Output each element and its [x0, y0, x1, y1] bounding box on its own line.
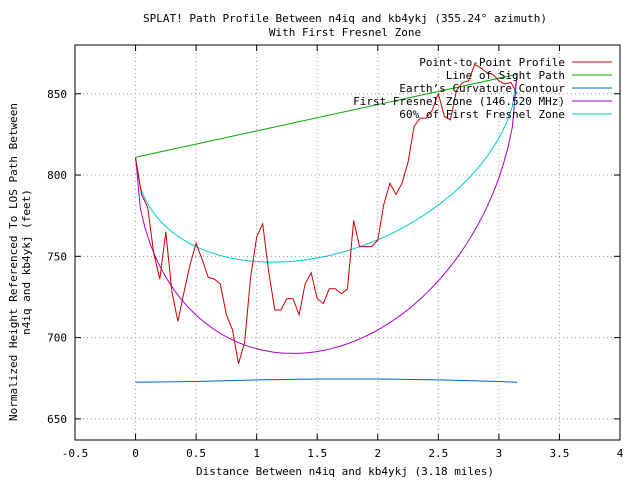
x-tick-label: 2.5: [428, 447, 448, 460]
legend-label: Point-to-Point Profile: [419, 56, 565, 69]
series-line-4: [135, 74, 518, 263]
y-tick-label: 650: [47, 413, 67, 426]
plot-frame: [74, 44, 621, 441]
x-tick-label: 1: [253, 447, 260, 460]
chart-subtitle: With First Fresnel Zone: [269, 26, 421, 39]
x-tick-label: 3: [496, 447, 503, 460]
legend-label: Earth’s Curvature Contour: [399, 82, 565, 95]
x-tick-label: -0.5: [62, 447, 89, 460]
grid: [75, 45, 620, 440]
x-tick-label: 1.5: [307, 447, 327, 460]
x-tick-label: 4: [617, 447, 624, 460]
x-tick-label: 3.5: [550, 447, 570, 460]
series-line-3: [135, 74, 518, 354]
series-line-1: [135, 73, 518, 158]
y-axis-label-line-1: Normalized Height Referenced To LOS Path…: [7, 103, 20, 421]
x-tick-label: 0.5: [186, 447, 206, 460]
series-layer: [135, 63, 518, 383]
y-tick-label: 850: [47, 88, 67, 101]
y-tick-label: 700: [47, 332, 67, 345]
x-tick-label: 0: [132, 447, 139, 460]
legend-label: First Fresnel Zone (146.520 MHz): [353, 95, 565, 108]
legend-label: 60% of First Fresnel Zone: [399, 108, 565, 121]
chart-title: SPLAT! Path Profile Between n4iq and kb4…: [143, 12, 547, 25]
y-axis-label-line-2: n4iq and kb4ykj (feet): [20, 189, 33, 335]
series-line-2: [135, 378, 518, 383]
series-line-0: [135, 63, 518, 364]
legend-label: Line of Sight Path: [446, 69, 565, 82]
axis-ticks: -0.5 0 0.5 1 1.5 2 2.5 3 3.5 4 650 700 750 800 850: [47, 45, 624, 460]
y-tick-label: 800: [47, 169, 67, 182]
y-tick-label: 750: [47, 250, 67, 263]
x-tick-label: 2: [374, 447, 381, 460]
x-axis-label: Distance Between n4iq and kb4ykj (3.18 m…: [196, 465, 494, 478]
